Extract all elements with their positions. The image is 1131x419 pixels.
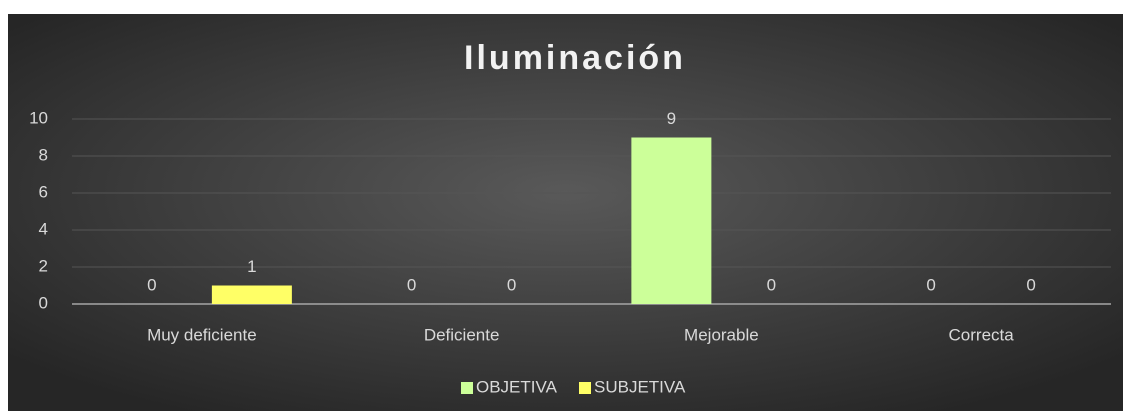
legend-swatch	[461, 382, 473, 394]
data-label: 0	[767, 275, 776, 294]
y-tick-label: 2	[39, 256, 48, 275]
x-tick-label: Mejorable	[684, 325, 759, 344]
chart-background	[8, 14, 1123, 411]
legend-label: OBJETIVA	[476, 377, 558, 396]
data-label: 0	[926, 275, 935, 294]
y-tick-label: 8	[39, 145, 48, 164]
legend-label: SUBJETIVA	[594, 377, 686, 396]
data-label: 0	[507, 275, 516, 294]
data-label: 0	[1026, 275, 1035, 294]
chart-title: Iluminación	[464, 39, 686, 77]
bar	[211, 285, 292, 304]
data-label: 1	[247, 257, 256, 276]
y-tick-label: 6	[39, 182, 48, 201]
data-label: 0	[147, 275, 156, 294]
y-tick-label: 4	[39, 219, 48, 238]
x-tick-label: Deficiente	[424, 325, 500, 344]
x-tick-label: Muy deficiente	[147, 325, 257, 344]
y-tick-label: 0	[39, 293, 48, 312]
data-label: 9	[667, 109, 676, 128]
data-label: 0	[407, 275, 416, 294]
bar	[631, 137, 712, 304]
y-tick-label: 10	[29, 108, 48, 127]
x-tick-label: Correcta	[949, 325, 1015, 344]
legend-swatch	[579, 382, 591, 394]
